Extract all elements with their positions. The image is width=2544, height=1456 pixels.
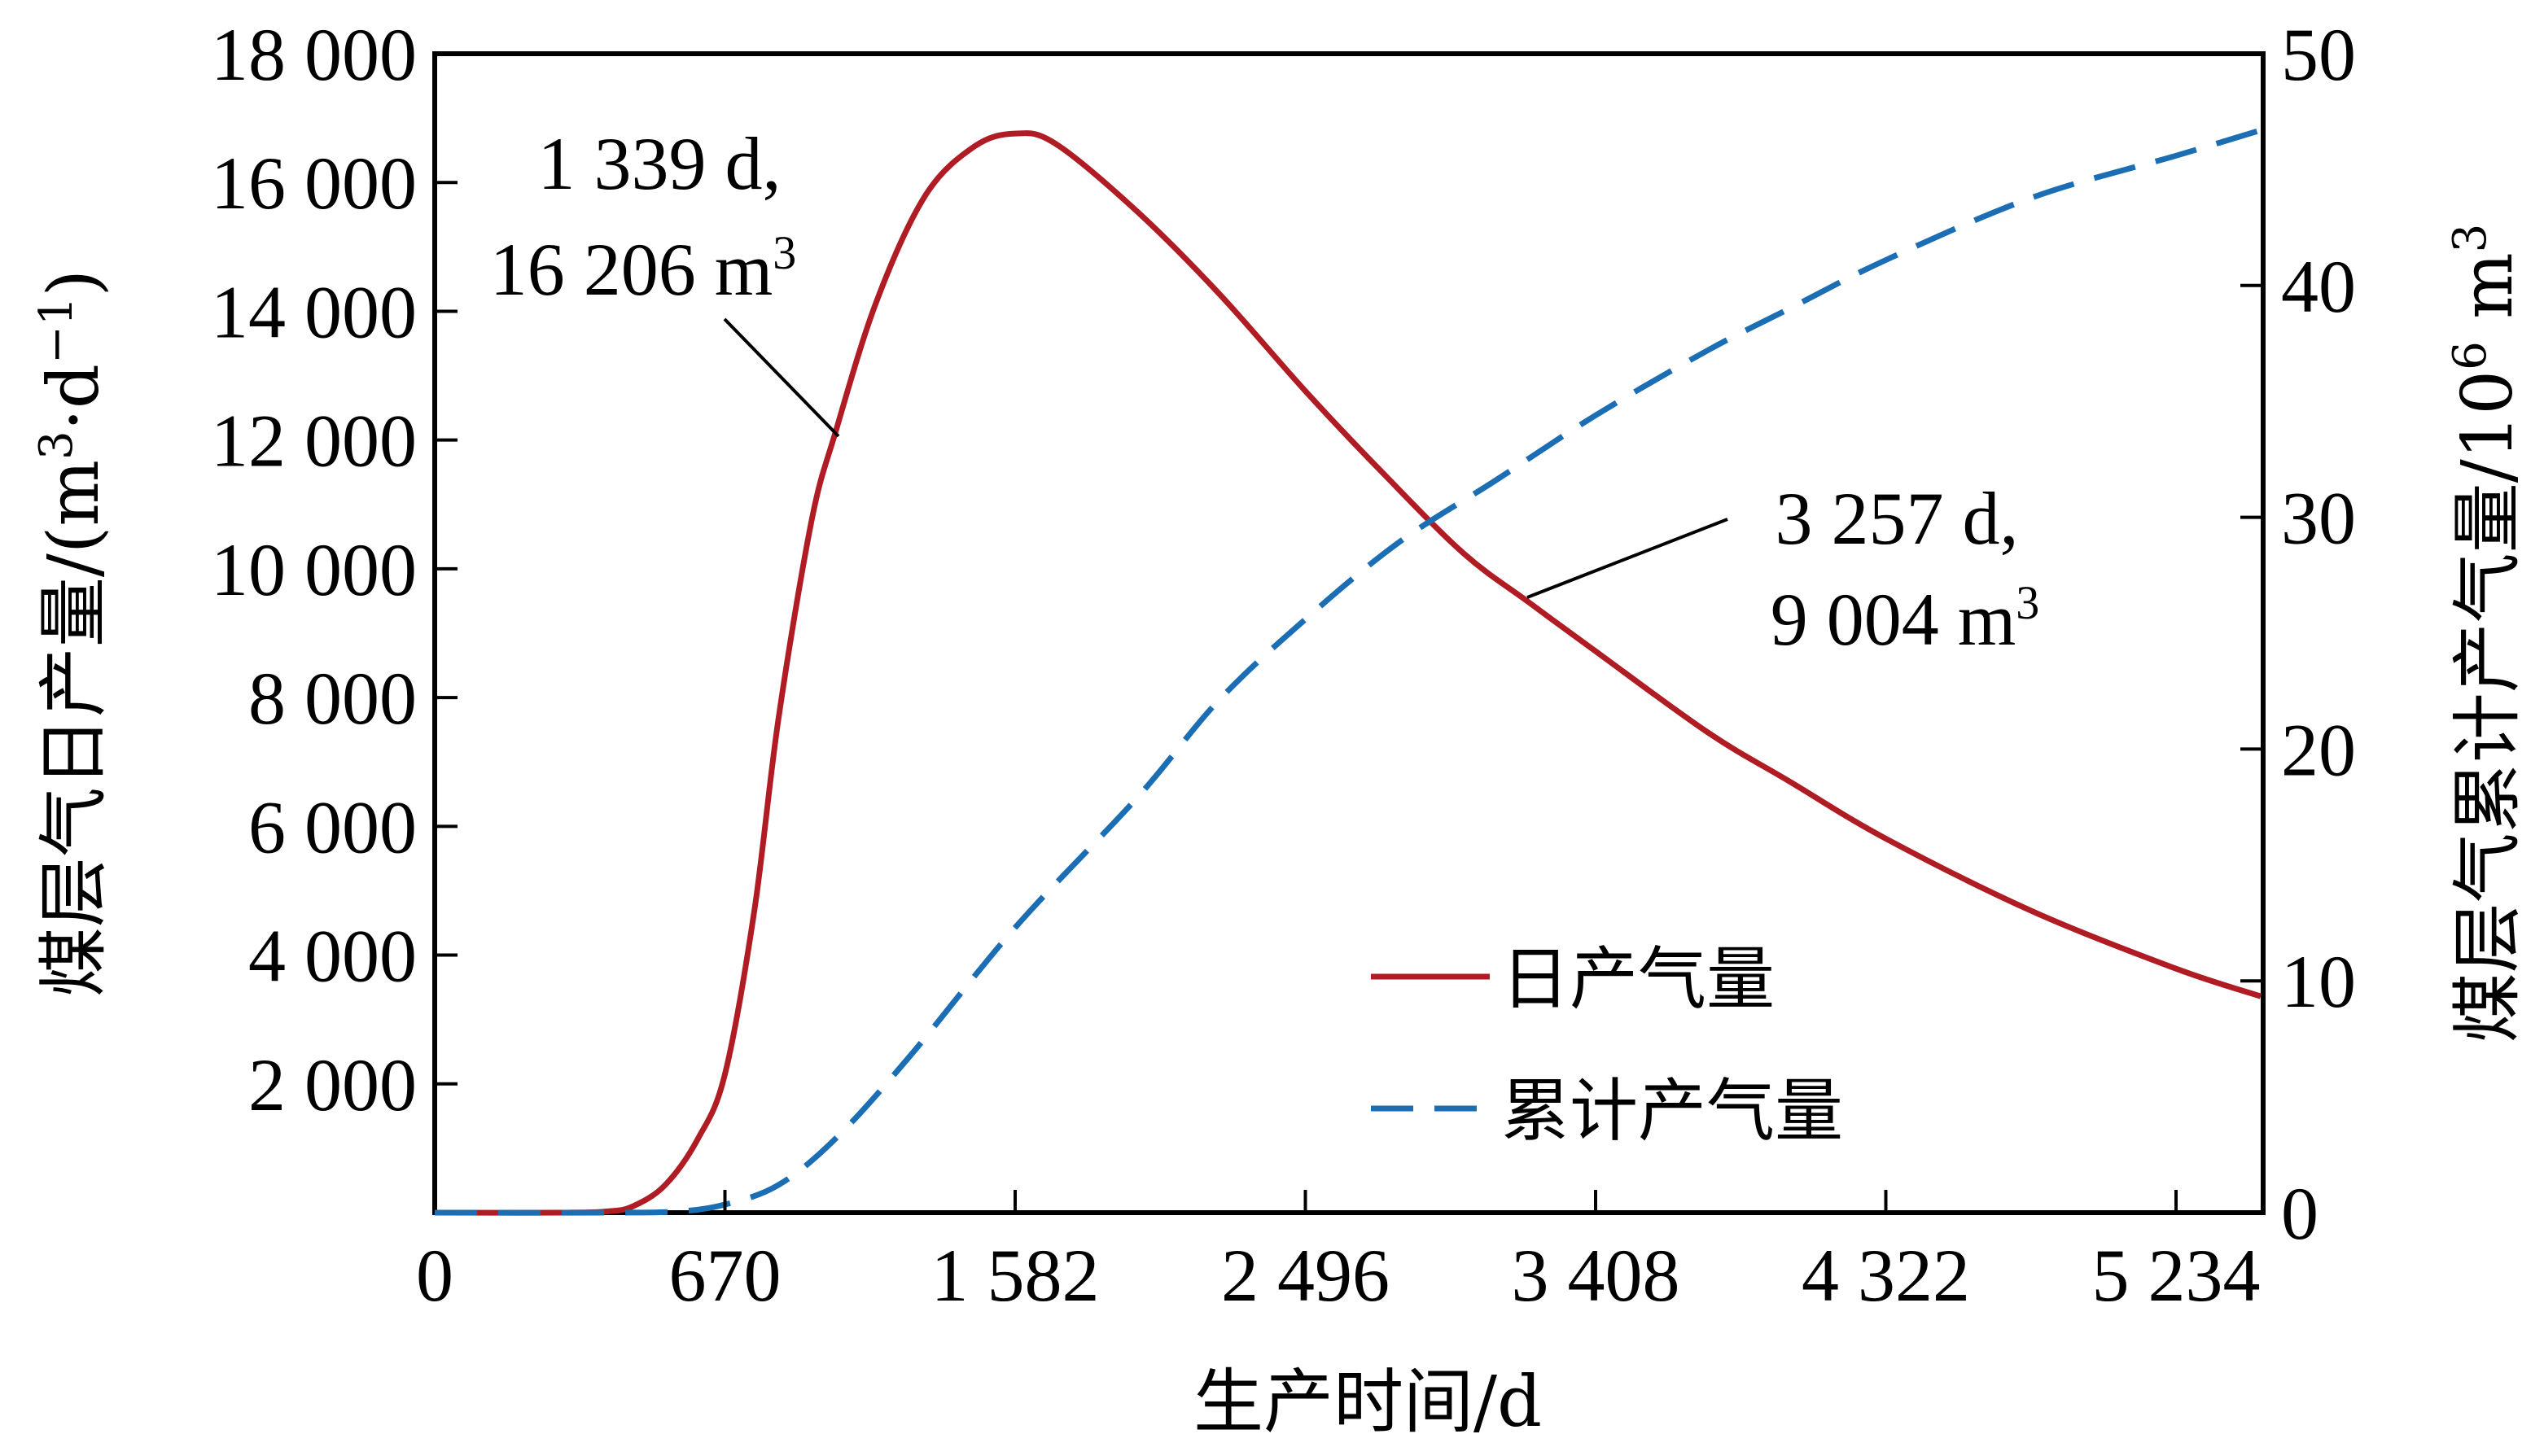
y-right-tick-label-4: 40 — [2281, 245, 2356, 328]
y-left-tick-label-8: 18 000 — [211, 13, 417, 96]
y-left-tick-label-1: 4 000 — [248, 915, 417, 998]
y-right-tick-label-2: 20 — [2281, 708, 2356, 791]
annotation-peak-line2: 16 206 m3 — [490, 226, 797, 312]
y-left-title-sup1: 3 — [30, 431, 83, 460]
y-right-tick-label-5: 50 — [2281, 13, 2356, 96]
y-right-title-mid: m — [2447, 252, 2529, 341]
y-left-tick-label-2: 6 000 — [248, 785, 417, 868]
y-left-title-main: 煤层气日产量/(m — [33, 460, 115, 997]
series-cumulative-production-line — [434, 127, 2262, 1216]
y-left-title-end: ) — [33, 269, 115, 297]
x-tick-label-0: 0 — [416, 1234, 453, 1317]
legend-label-cumulative: 累计产气量 — [1501, 1071, 1843, 1151]
y-right-title-sup1: 6 — [2444, 341, 2497, 370]
legend-label-daily: 日产气量 — [1501, 939, 1775, 1019]
x-tick-label-2: 1 582 — [931, 1234, 1100, 1317]
y-left-tick-label-6: 14 000 — [211, 270, 417, 353]
y-right-tick-label-0: 0 — [2281, 1172, 2318, 1255]
y-right-title-sup2: 3 — [2444, 224, 2497, 253]
x-tick-label-5: 4 322 — [1802, 1234, 1970, 1317]
series-layer — [434, 127, 2262, 1216]
annotation-decline-leader — [1526, 518, 1728, 599]
y-left-title-sup2: −1 — [30, 296, 83, 364]
plot-frame — [432, 51, 2266, 1215]
annotation-peak-value: 16 206 m — [490, 228, 773, 311]
annotation-peak-sup: 3 — [773, 226, 796, 279]
annotation-decline-line1: 3 257 d, — [1776, 477, 2019, 560]
y-left-tick-label-5: 12 000 — [211, 400, 417, 483]
y-left-tick-label-0: 2 000 — [248, 1043, 417, 1126]
plot-border — [432, 51, 2266, 1215]
x-tick-label-6: 5 234 — [2092, 1234, 2261, 1317]
x-tick-label-1: 670 — [669, 1234, 782, 1317]
y-left-axis-title: 煤层气日产量/(m3·d−1) — [30, 269, 116, 997]
y-right-title-main: 煤层气累计产气量/10 — [2447, 370, 2529, 1043]
y-right-axis-title: 煤层气累计产气量/106 m3 — [2444, 224, 2529, 1043]
x-tick-label-4: 3 408 — [1512, 1234, 1680, 1317]
annotation-decline-value: 9 004 m — [1771, 578, 2016, 661]
x-axis-title: 生产时间/d — [1193, 1362, 1542, 1443]
annotation-decline: 3 257 d, 9 004 m3 — [1526, 477, 2040, 662]
annotation-decline-line2: 9 004 m3 — [1771, 576, 2040, 662]
y-right-tick-label-1: 10 — [2281, 940, 2356, 1023]
y-left-tick-label-3: 8 000 — [248, 657, 417, 740]
x-tick-label-3: 2 496 — [1221, 1234, 1390, 1317]
ticks-layer: 0 670 1 582 2 496 3 408 4 322 5 234 2 000 4 000 6… — [211, 13, 2356, 1317]
annotation-decline-sup: 3 — [2016, 576, 2039, 629]
y-left-tick-label-7: 16 000 — [211, 142, 417, 225]
annotation-peak: 1 339 d, 16 206 m3 — [490, 122, 840, 438]
annotation-peak-line1: 1 339 d, — [538, 122, 782, 205]
legend: 日产气量 累计产气量 — [1371, 939, 1843, 1151]
y-right-tick-label-3: 30 — [2281, 477, 2356, 560]
series-daily-production-line — [434, 130, 2262, 1216]
y-left-title-mid: ·d — [33, 364, 115, 431]
y-left-tick-label-4: 10 000 — [211, 528, 417, 611]
annotation-peak-leader — [723, 317, 840, 438]
